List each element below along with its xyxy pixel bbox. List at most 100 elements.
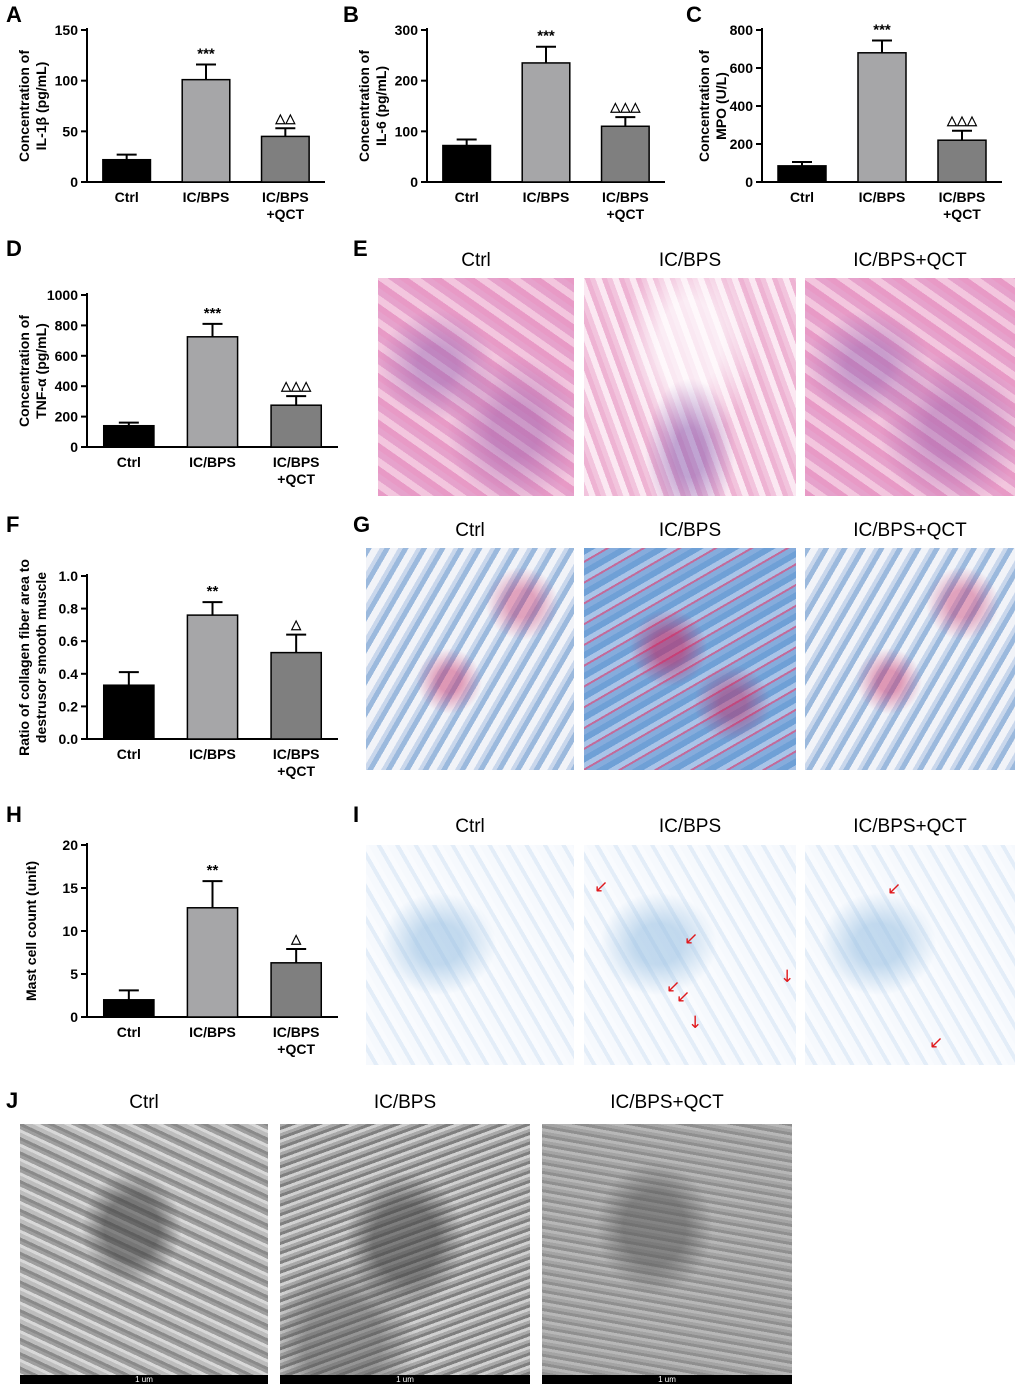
y-axis-label: Concentration ofIL-1β (pg/mL) [16,50,49,162]
category-label: IC/BPS [859,189,906,205]
scale-bar: 1 um [280,1375,530,1384]
category-label: IC/BPS [523,189,570,205]
panel-letter-c: C [686,2,702,27]
category-label-line: IC/BPS [602,189,649,205]
i-title-ctrl: Ctrl [455,816,485,837]
category-label: Ctrl [117,454,141,470]
chart-f: 0.0 0.2 0.4 0.6 0.8 1.0 Ratio of collagen fibe… [16,559,338,779]
mast-cell-arrow-icon: ↙ [929,1033,944,1053]
mast-cell-arrow-icon: ↙ [887,879,902,899]
panel-letter-e: E [353,236,368,261]
category-label-line: IC/BPS [273,746,320,762]
category-label: IC/BPS +QCT [602,189,649,222]
bar [260,135,310,183]
y-axis-label: Mast cell count (unit) [23,861,39,1001]
y-axis-label-line: Concentration of [696,50,712,162]
category-label-line: IC/BPS [183,189,230,205]
chart-h: 0 5 10 15 20 Mast cell count (unit) Ctrl ** IC/B… [23,837,338,1057]
category-label: IC/BPS [189,454,236,470]
scale-bar-label: 1 um [396,1375,414,1384]
y-tick-label: 1.0 [59,568,79,584]
y-tick-label: 0 [70,1009,78,1025]
y-axis-label-line: Concentration of [16,315,32,427]
y-tick-label: 100 [55,73,79,89]
panel-letter-b: B [343,2,359,27]
significance-label: ** [207,862,219,879]
g-title-ctrl: Ctrl [455,520,485,541]
toluidine-image-icbps: ↙ ↙ ↙ ↙ ↓ ↓ [584,845,796,1065]
significance-label: △△△ [946,113,978,128]
bar [600,125,650,183]
category-label-line: IC/BPS [273,454,320,470]
tem-image-ctrl: 1 um [20,1124,268,1384]
y-axis-label: Concentration ofMPO (U/L) [696,50,729,162]
category-label-line: IC/BPS [262,189,309,205]
y-tick-label: 200 [55,409,79,425]
i-title-qct: IC/BPS+QCT [853,816,967,837]
bar [521,62,571,183]
significance-label: △△△ [609,99,641,114]
mast-cell-arrow-icon: ↙ [684,929,699,949]
scale-bar: 1 um [20,1375,268,1384]
category-label: Ctrl [455,189,479,205]
y-tick-label: 800 [730,22,754,38]
y-tick-label: 0 [70,439,78,455]
mast-cell-arrow-icon: ↓ [688,1013,703,1033]
chart-b: 0 100 200 300 Concentration ofIL-6 (pg/mL) Ct… [356,22,665,222]
masson-image-icbps [584,548,796,770]
toluidine-image-qct: ↙ ↙ [805,845,1015,1065]
y-tick-label: 5 [70,966,78,982]
panel-letter-f: F [6,512,20,537]
panel-letter-i: I [353,802,360,827]
y-tick-label: 1000 [47,287,78,303]
category-label: IC/BPS +QCT [273,746,320,779]
significance-label: △△△ [280,378,312,393]
e-title-qct: IC/BPS+QCT [853,250,967,271]
y-tick-label: 0.8 [59,601,79,617]
y-tick-label: 600 [730,60,754,76]
category-label-line: Ctrl [117,1024,141,1040]
y-tick-label: 400 [730,98,754,114]
bar [102,424,155,448]
y-tick-label: 0 [70,174,78,190]
significance-label: △ [290,617,302,632]
category-label: IC/BPS +QCT [273,454,320,487]
category-label-line: Ctrl [790,189,814,205]
category-label-line: +QCT [266,206,304,222]
category-label: IC/BPS +QCT [939,189,986,222]
i-title-icbps: IC/BPS [658,816,722,837]
category-label-line: +QCT [277,471,315,487]
scale-bar-label: 1 um [658,1375,676,1384]
panel-letter-g: G [353,512,371,537]
bar [857,52,907,183]
y-axis-label-line: IL-1β (pg/mL) [33,62,49,151]
category-label-line: +QCT [277,1041,315,1057]
bar [181,78,231,183]
toluidine-image-ctrl [366,845,574,1065]
y-axis-label-line: Ratio of collagen fiber area to [16,559,32,756]
chart-a: 0 50 100 150 Concentration ofIL-1β (pg/mL) Ct… [16,22,325,222]
category-label-line: IC/BPS [273,1024,320,1040]
category-label-line: +QCT [606,206,644,222]
category-label-line: +QCT [277,763,315,779]
category-label: Ctrl [117,1024,141,1040]
j-title-qct: IC/BPS+QCT [610,1092,724,1113]
y-axis-label-line: Concentration of [16,50,32,162]
significance-label: △△ [274,110,296,125]
category-label-line: Ctrl [115,189,139,205]
y-tick-label: 200 [730,136,754,152]
he-image-qct [805,278,1015,496]
category-label-line: IC/BPS [189,746,236,762]
bar [186,336,239,448]
y-axis-label: Concentration ofIL-6 (pg/mL) [356,50,389,162]
bar [270,962,323,1018]
mast-cell-arrow-icon: ↙ [676,987,691,1007]
y-tick-label: 100 [395,123,419,139]
category-label-line: IC/BPS [189,454,236,470]
significance-label: *** [537,28,555,45]
category-label-line: +QCT [943,206,981,222]
y-tick-label: 150 [55,22,79,38]
g-title-qct: IC/BPS+QCT [853,520,967,541]
bar [102,158,152,183]
y-tick-label: 0.0 [59,731,79,747]
